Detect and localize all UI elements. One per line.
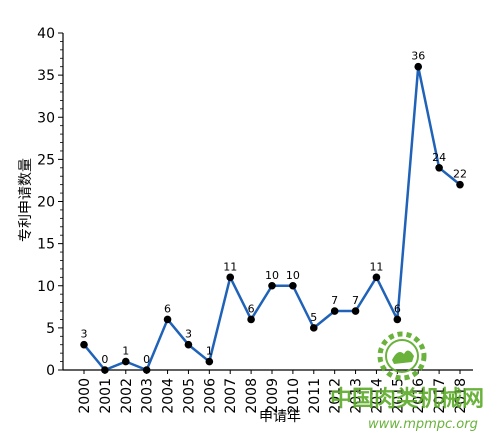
y-tick-label: 5 (46, 321, 55, 337)
data-label: 7 (331, 294, 338, 307)
data-point (184, 340, 193, 349)
data-point (121, 357, 130, 366)
data-point (226, 273, 235, 282)
y-tick-label: 30 (37, 110, 55, 126)
data-point (435, 164, 443, 172)
x-tick-label: 2012 (328, 378, 344, 414)
data-label: 5 (310, 311, 317, 324)
x-tick-label: 2000 (77, 378, 93, 414)
watermark-gear-icon (377, 331, 427, 381)
data-point (142, 366, 151, 374)
x-tick-label: 2014 (369, 378, 385, 414)
x-tick-label: 2009 (265, 378, 281, 414)
data-point (393, 315, 402, 324)
data-point (268, 281, 276, 290)
y-axis-title: 专利申请数量 (18, 158, 34, 242)
data-label: 0 (143, 353, 150, 366)
watermark-url: www.mpmpc.org (368, 417, 478, 432)
data-point (330, 307, 339, 315)
data-point (309, 324, 318, 332)
y-axis-ticks: 0 5 10 15 20 25 30 35 40 (37, 26, 63, 379)
y-tick-label: 35 (37, 68, 55, 84)
y-tick-label: 40 (37, 26, 55, 42)
data-label: 3 (185, 328, 192, 341)
data-point (163, 315, 172, 324)
data-label: 0 (101, 353, 108, 366)
axes (62, 33, 473, 371)
data-point (80, 340, 88, 349)
x-tick-label: 2008 (244, 378, 260, 414)
x-tick-label: 2013 (349, 378, 365, 414)
x-tick-label: 2015 (390, 378, 406, 414)
x-tick-label: 2018 (453, 378, 469, 414)
data-point (247, 315, 255, 324)
x-axis-title: 申请年 (259, 409, 301, 425)
series-line (83, 65, 461, 372)
data-label: 22 (453, 168, 467, 181)
data-label: 1 (122, 345, 129, 358)
x-tick-label: 2006 (202, 378, 218, 414)
x-tick-label: 2010 (286, 378, 302, 414)
data-point (101, 366, 109, 374)
data-label: 36 (411, 50, 425, 63)
data-point (372, 273, 381, 282)
data-label: 1 (206, 345, 213, 358)
x-axis-ticks: 2000 2001 2002 2003 2004 2005 2006 2007 2008 2009… (77, 370, 469, 414)
x-tick-label: 2016 (411, 378, 427, 414)
y-tick-label: 15 (37, 237, 55, 253)
watermark-logo-text: 中国肉类机械网 (330, 387, 484, 412)
x-tick-label: 2003 (140, 378, 156, 414)
data-point (414, 62, 423, 71)
data-point (289, 281, 297, 290)
y-tick-label: 0 (46, 363, 55, 379)
x-tick-label: 2004 (161, 378, 177, 414)
series (80, 62, 464, 374)
data-label: 3 (81, 328, 88, 341)
data-point (351, 307, 360, 315)
x-tick-label: 2005 (181, 378, 197, 414)
x-tick-label: 2017 (432, 378, 448, 414)
y-tick-label: 10 (37, 279, 55, 295)
x-tick-label: 2011 (307, 378, 323, 414)
data-label: 11 (369, 260, 383, 273)
y-tick-label: 20 (37, 195, 55, 211)
data-label: 7 (352, 294, 359, 307)
data-point (456, 180, 464, 189)
data-label: 10 (286, 269, 300, 282)
data-label: 10 (265, 269, 279, 282)
y-tick-label: 25 (37, 152, 55, 168)
data-label: 6 (164, 302, 171, 315)
data-label: 24 (432, 151, 446, 164)
data-label: 6 (248, 302, 255, 315)
x-tick-label: 2002 (119, 378, 135, 414)
data-point (205, 357, 214, 366)
data-label: 11 (223, 260, 237, 273)
watermark: 中国肉类机械网 www.mpmpc.org (330, 331, 484, 432)
x-tick-label: 2007 (223, 378, 239, 414)
x-tick-label: 2001 (98, 378, 114, 414)
data-label: 6 (394, 302, 401, 315)
